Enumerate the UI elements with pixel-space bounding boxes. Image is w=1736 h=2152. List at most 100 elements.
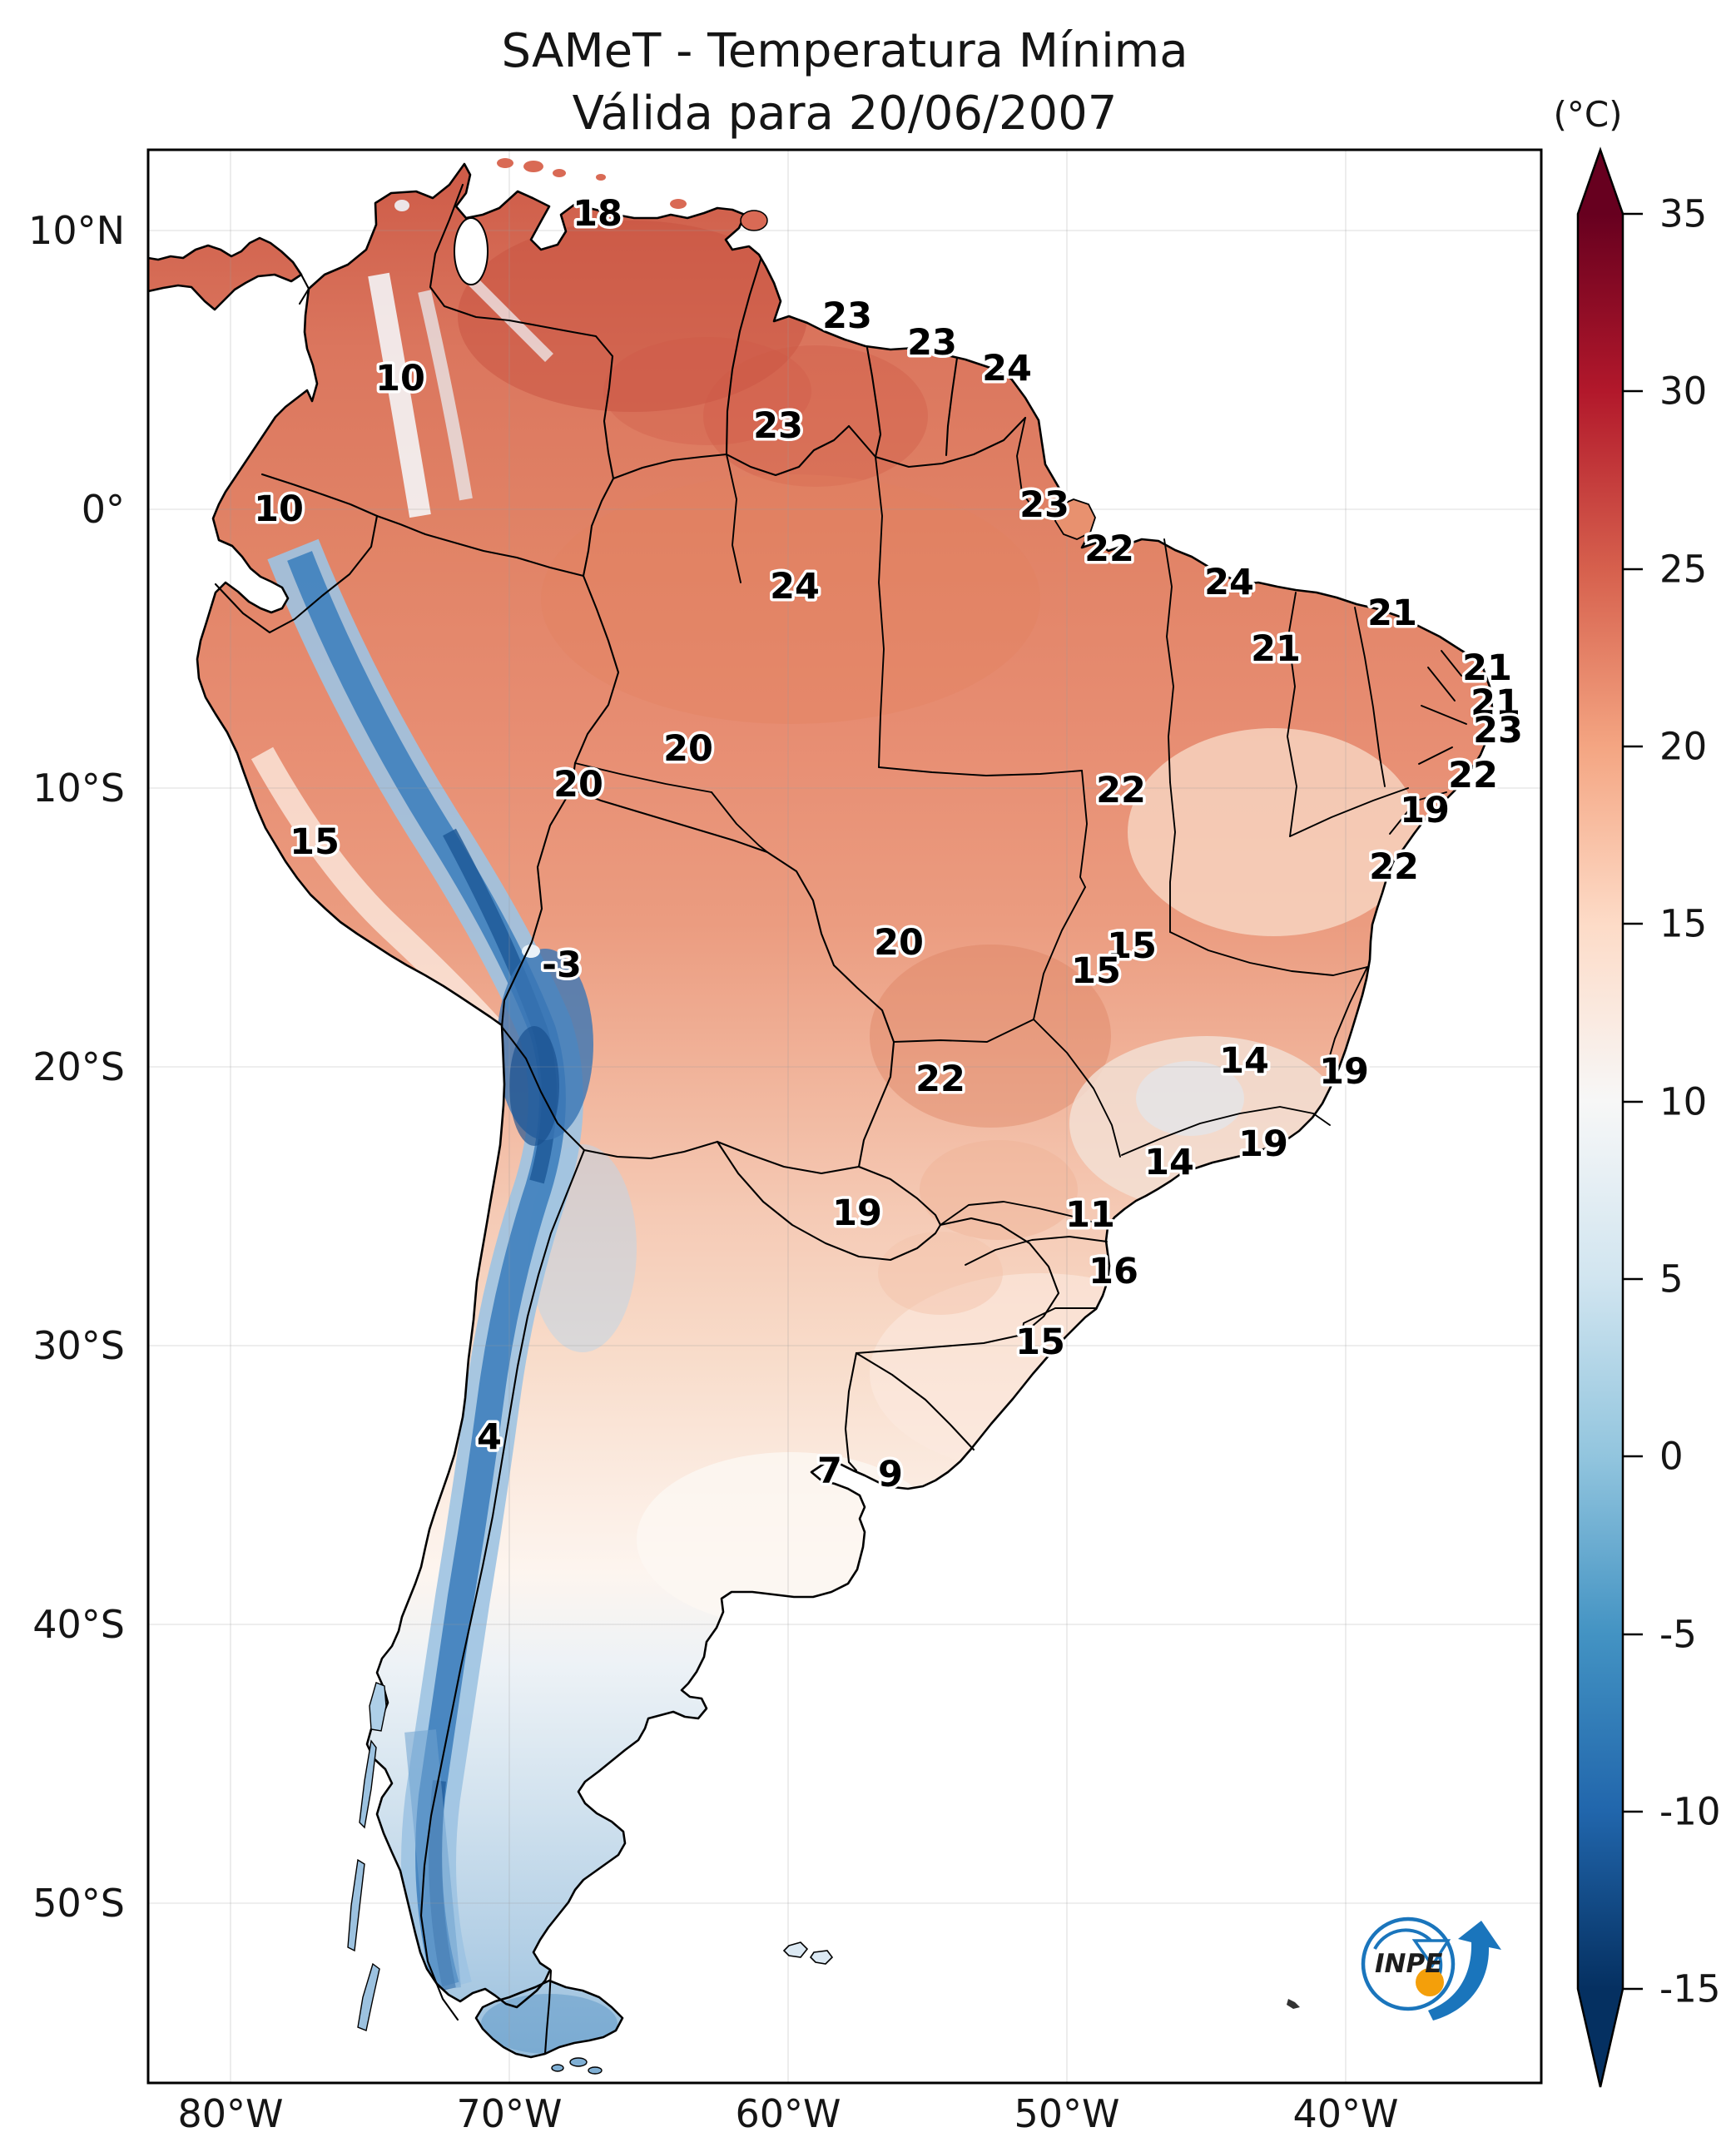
caribbean-island	[497, 158, 513, 168]
latitude-tick-label: 30°S	[32, 1323, 125, 1368]
colorbar-tick-label: 0	[1659, 1435, 1684, 1479]
longitude-tick-label: 80°W	[177, 2091, 283, 2136]
temperature-label: 23	[1473, 710, 1523, 751]
temperature-label: 14	[1144, 1142, 1194, 1183]
temperature-label: 22	[1084, 528, 1134, 570]
colombia-andes-ridge	[368, 272, 431, 518]
temperature-label: 22	[915, 1059, 965, 1100]
latitude-tick-label: 20°S	[32, 1044, 125, 1089]
temperature-label: 21	[1367, 593, 1417, 634]
temperature-label: 9	[878, 1454, 903, 1495]
graticule	[148, 150, 1541, 2083]
longitude-tick-label: 40°W	[1292, 2091, 1398, 2136]
temperature-label: 22	[1369, 846, 1419, 888]
temperature-label: 22	[1096, 770, 1146, 811]
caribbean-island	[596, 174, 606, 181]
islands-and-lakes	[347, 158, 1300, 2075]
temperature-label: 23	[907, 322, 957, 364]
latitude-tick-label: 50°S	[32, 1881, 125, 1926]
chilean-fjord-island	[357, 1962, 380, 2031]
title-line-1: SAMeT - Temperatura Mínima	[501, 24, 1188, 78]
temperature-label: 15	[290, 821, 340, 863]
graticule-parallels	[148, 230, 1541, 1904]
colorbar-tick-label: 25	[1659, 548, 1707, 592]
state-borders	[574, 417, 1467, 1336]
logo-text: INPE	[1375, 1949, 1442, 1979]
chilean-fjord-island	[359, 1739, 377, 1829]
colorbar-tick-labels: 35 30 25 20 15 10 5 0 -5 -10 -15	[1659, 192, 1721, 2011]
colorbar-tick-label: -10	[1659, 1790, 1721, 1834]
temperature-label: 19	[1238, 1123, 1288, 1165]
map-frame	[146, 148, 1543, 2085]
temperature-label: 7	[817, 1450, 842, 1492]
colorbar: (°C) 35 30 25 20 15 10 5 0 -5 -10 -15	[1553, 94, 1721, 2088]
title-line-2: Válida para 20/06/2007	[573, 87, 1118, 141]
temperature-label: 15	[1015, 1321, 1065, 1363]
latitude-axis: 10°N 0° 10°S 20°S 30°S 40°S 50°S	[28, 208, 125, 1926]
latitude-tick-label: 0°	[82, 487, 125, 532]
temperature-label: 18	[573, 193, 622, 235]
small-islet	[1287, 1999, 1300, 2009]
marajo-island	[1054, 498, 1096, 540]
logo-arrowhead-down	[1411, 1939, 1451, 1969]
margarita-island	[670, 199, 687, 209]
colorbar-tick-label: 35	[1659, 192, 1707, 236]
temperature-label: 19	[1400, 790, 1450, 831]
trinidad-island	[740, 210, 768, 231]
peru-coastal-strip	[250, 746, 501, 1037]
colorbar-tick-label: 10	[1659, 1080, 1707, 1124]
lake-maracaibo	[454, 217, 489, 285]
graticule-meridians	[230, 150, 1347, 2083]
temperature-label: 4	[477, 1416, 502, 1458]
chiloe-island	[369, 1682, 387, 1732]
temperature-label: 19	[832, 1193, 882, 1234]
caribbean-island	[553, 169, 566, 177]
temperature-label: 20	[663, 728, 713, 770]
colorbar-bar	[1576, 146, 1624, 2088]
temperature-label: 23	[1019, 484, 1069, 526]
temperature-label: 23	[822, 295, 872, 337]
latitude-tick-label: 10°N	[28, 208, 125, 253]
temperature-label: 16	[1089, 1251, 1138, 1292]
colorbar-tick-label: -5	[1659, 1613, 1697, 1657]
logo-outer-circle	[1361, 1916, 1456, 2011]
inpe-logo: INPE	[1361, 1916, 1501, 2021]
temperature-label: 24	[1204, 562, 1254, 603]
latitude-tick-label: 40°S	[32, 1602, 125, 1647]
temperature-label: 21	[1251, 628, 1301, 670]
chilean-fjord-island	[347, 1858, 365, 1952]
temperature-label: 11	[1065, 1194, 1115, 1236]
longitude-tick-label: 50°W	[1014, 2091, 1119, 2136]
colorbar-tick-label: -15	[1659, 1967, 1721, 2011]
temperature-label: 10	[254, 488, 304, 530]
logo-orange-dot	[1416, 1968, 1444, 1996]
colorbar-tick-label: 20	[1659, 725, 1707, 769]
colorbar-tick-marks	[1623, 212, 1643, 1991]
falkland-island-east	[809, 1950, 834, 1965]
temperature-label: 21	[1462, 647, 1512, 689]
temperature-label: 20	[874, 922, 924, 964]
figure-title: SAMeT - Temperatura Mínima Válida para 2…	[501, 24, 1188, 141]
temperature-label: 20	[553, 764, 603, 806]
longitude-tick-label: 60°W	[735, 2091, 841, 2136]
cape-horn-islet	[569, 2057, 588, 2067]
cape-horn-islet	[551, 2064, 564, 2072]
temperature-label: 24	[982, 348, 1032, 389]
falkland-island-west	[782, 1941, 809, 1958]
cape-horn-islet	[588, 2066, 603, 2075]
santa-marta-peak	[394, 200, 409, 211]
colorbar-tick-label: 15	[1659, 902, 1707, 946]
temperature-label: 14	[1219, 1040, 1269, 1082]
colorbar-tick-label: 30	[1659, 369, 1707, 414]
temperature-label: -3	[542, 945, 582, 986]
temperature-label: 15	[1071, 950, 1121, 992]
longitude-axis: 80°W 70°W 60°W 50°W 40°W	[177, 2091, 1398, 2136]
latitude-tick-label: 10°S	[32, 766, 125, 811]
longitude-tick-label: 70°W	[456, 2091, 562, 2136]
temperature-label: 10	[375, 358, 425, 399]
temperature-label: 19	[1319, 1051, 1369, 1093]
colorbar-tick-label: 5	[1659, 1257, 1684, 1302]
